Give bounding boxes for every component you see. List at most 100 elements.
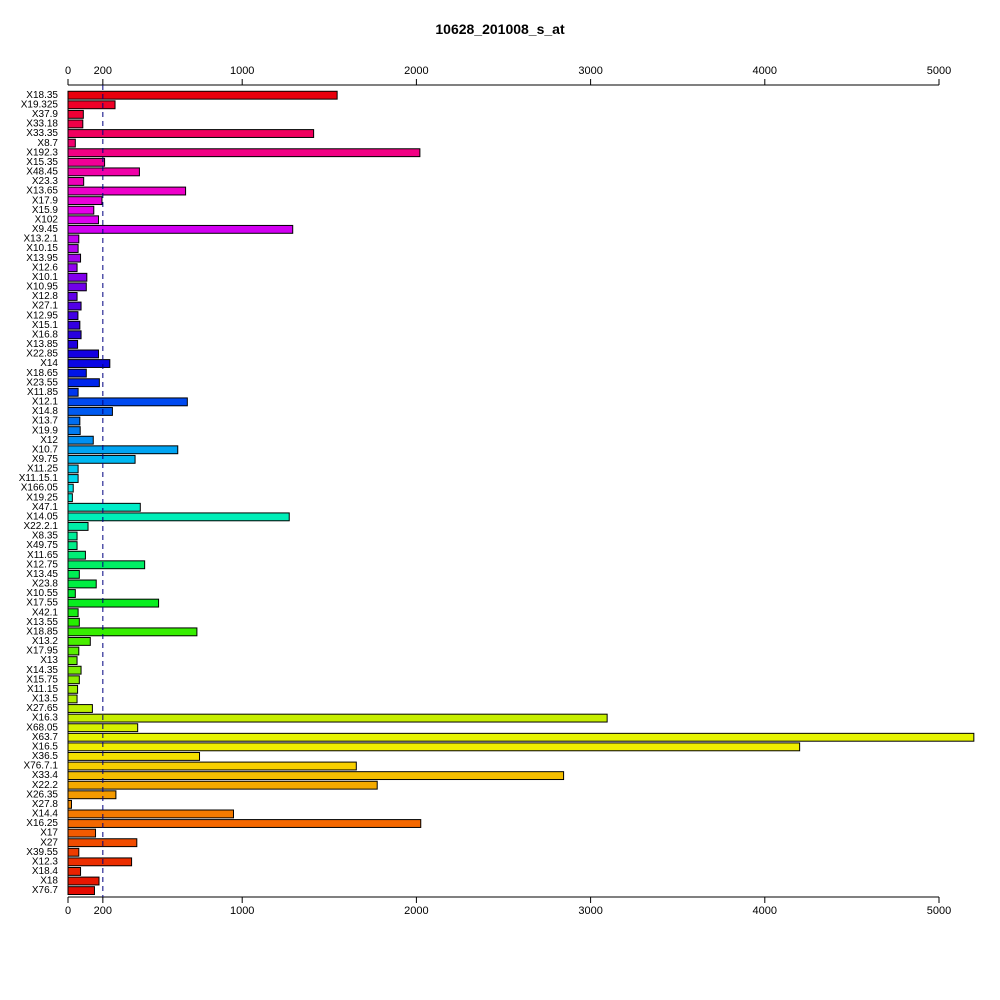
category-label: X18.85 — [26, 626, 58, 637]
category-label: X11.85 — [27, 387, 58, 398]
bar — [67, 196, 103, 206]
category-label: X18.35 — [26, 90, 58, 101]
bar — [67, 656, 78, 666]
category-label: X76.7.1 — [24, 761, 59, 772]
bar — [67, 416, 81, 426]
bar — [67, 100, 116, 110]
bar — [67, 454, 136, 464]
category-label: X13.85 — [26, 339, 58, 350]
bar — [67, 244, 79, 253]
bar — [67, 407, 113, 416]
category-label: X166.05 — [21, 483, 59, 494]
bar — [67, 129, 315, 138]
bar — [67, 320, 81, 330]
category-label: X13.45 — [26, 569, 58, 580]
category-label: X8.7 — [37, 138, 58, 149]
category-label: X10.7 — [32, 444, 59, 455]
bar — [67, 608, 79, 618]
bar — [67, 742, 801, 752]
category-label: X8.35 — [32, 531, 59, 542]
bar — [67, 579, 97, 589]
category-label: X11.15.1 — [19, 473, 59, 484]
category-label: X14.8 — [32, 406, 59, 417]
bar — [67, 224, 294, 234]
category-label: X48.45 — [26, 167, 58, 178]
top-axis-tick-label: 200 — [94, 65, 112, 77]
bottom-axis-tick-label: 5000 — [927, 905, 951, 917]
bar — [67, 819, 422, 828]
bar — [67, 311, 79, 321]
category-label: X18.65 — [26, 368, 58, 379]
bar — [67, 205, 95, 215]
category-label: X22.2.1 — [24, 521, 59, 532]
category-label: X76.7 — [32, 885, 59, 896]
category-label: X13.55 — [26, 617, 58, 628]
bar — [67, 359, 111, 368]
bar — [67, 253, 82, 263]
category-label: X17.95 — [26, 646, 58, 657]
bar — [67, 292, 78, 301]
category-label: X15.35 — [26, 157, 58, 168]
bar — [67, 109, 84, 119]
category-label: X9.45 — [32, 224, 59, 235]
category-label: X17 — [40, 828, 58, 839]
bar — [67, 752, 201, 761]
bar — [67, 282, 87, 292]
category-label: X12.1 — [32, 397, 59, 408]
bar — [67, 435, 94, 445]
bar — [67, 550, 86, 560]
bar — [67, 397, 188, 407]
bar — [67, 349, 99, 359]
category-label: X68.05 — [26, 722, 58, 733]
bar — [67, 569, 80, 579]
bar — [67, 464, 79, 474]
category-label: X27 — [40, 837, 58, 848]
category-label: X12.8 — [32, 291, 59, 302]
category-label: X12.75 — [26, 559, 58, 570]
bar — [67, 301, 82, 311]
bar — [67, 186, 187, 196]
category-label: X16.3 — [32, 713, 59, 724]
category-label: X15.9 — [32, 205, 59, 216]
category-label: X26.35 — [26, 789, 58, 800]
bar — [67, 177, 85, 186]
category-label: X14.35 — [26, 665, 58, 676]
bottom-axis-tick-label: 1000 — [230, 905, 254, 917]
category-label: X10.55 — [26, 588, 58, 599]
category-label: X13.7 — [32, 416, 59, 427]
bar — [67, 387, 79, 397]
category-label: X12.6 — [32, 262, 59, 273]
category-label: X49.75 — [26, 540, 58, 551]
bar — [67, 790, 117, 800]
category-label: X13.2 — [32, 636, 59, 647]
category-label: X14.05 — [26, 511, 58, 522]
bar — [67, 732, 975, 742]
top-axis-tick-label: 0 — [65, 65, 71, 77]
bar — [67, 157, 106, 167]
category-label: X12 — [40, 435, 58, 446]
category-label: X27.65 — [26, 703, 58, 714]
bar — [67, 828, 97, 838]
category-label: X19.325 — [21, 99, 59, 110]
category-label: X22.85 — [26, 349, 58, 360]
category-label: X17.9 — [32, 195, 59, 206]
category-label: X63.7 — [32, 732, 59, 743]
category-label: X42.1 — [32, 607, 59, 618]
bar — [67, 675, 80, 685]
category-label: X19.25 — [26, 492, 58, 503]
bar — [67, 598, 160, 608]
bar — [67, 886, 95, 896]
bar — [67, 167, 140, 177]
bar — [67, 876, 100, 886]
category-label: X13 — [40, 655, 58, 666]
category-label: X15.75 — [26, 674, 58, 685]
category-label: X10.95 — [26, 282, 58, 293]
bar — [67, 761, 357, 771]
bar — [67, 713, 608, 723]
bar — [67, 694, 78, 704]
bar — [67, 665, 82, 675]
bar — [67, 512, 290, 522]
bar — [67, 493, 73, 503]
bar — [67, 704, 93, 713]
